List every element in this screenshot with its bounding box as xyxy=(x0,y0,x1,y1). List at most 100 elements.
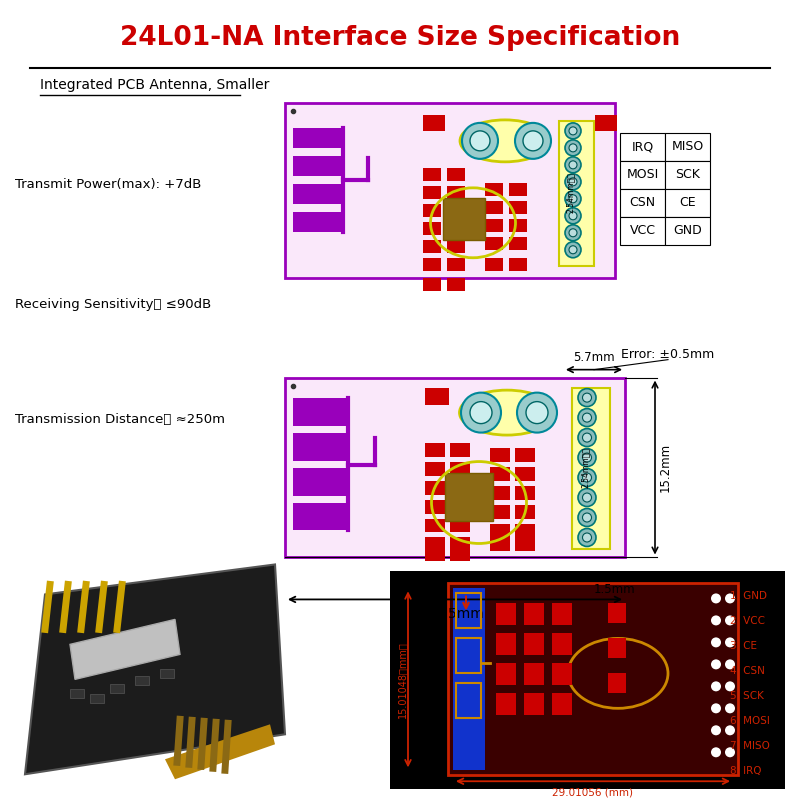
Bar xyxy=(490,486,510,499)
Bar xyxy=(485,183,503,196)
Bar xyxy=(425,538,445,551)
Circle shape xyxy=(565,140,581,156)
Bar xyxy=(509,218,527,232)
Circle shape xyxy=(582,433,591,442)
Bar xyxy=(293,398,348,426)
Bar xyxy=(425,481,445,494)
Bar xyxy=(293,212,343,232)
Text: 2.54mm间距: 2.54mm间距 xyxy=(566,172,574,214)
Circle shape xyxy=(515,123,551,159)
Text: MISO: MISO xyxy=(671,140,704,154)
Circle shape xyxy=(582,473,591,482)
Text: Transmission Distance： ≈250m: Transmission Distance： ≈250m xyxy=(15,413,225,426)
Circle shape xyxy=(725,659,735,670)
Circle shape xyxy=(711,682,721,691)
Bar xyxy=(450,462,470,475)
Bar xyxy=(552,663,572,686)
Text: CE: CE xyxy=(679,196,696,210)
Bar xyxy=(552,634,572,655)
Bar xyxy=(447,222,465,234)
Text: 8  IRQ: 8 IRQ xyxy=(730,766,762,776)
Circle shape xyxy=(569,246,577,254)
Circle shape xyxy=(582,413,591,422)
Bar xyxy=(620,133,665,161)
Bar xyxy=(509,258,527,270)
Bar xyxy=(425,388,449,405)
Bar xyxy=(572,388,610,550)
Bar xyxy=(453,589,485,770)
Bar xyxy=(490,447,510,462)
Text: 24L01-NA Interface Size Specification: 24L01-NA Interface Size Specification xyxy=(120,25,680,51)
Text: 15.01048（mm）: 15.01048（mm） xyxy=(397,641,407,718)
Bar xyxy=(665,189,710,217)
Bar xyxy=(423,186,441,199)
Bar xyxy=(425,442,445,457)
Circle shape xyxy=(569,178,577,186)
Bar xyxy=(447,278,465,290)
Bar xyxy=(575,388,599,405)
Circle shape xyxy=(711,638,721,647)
Bar xyxy=(110,684,124,694)
Circle shape xyxy=(462,123,498,159)
Bar xyxy=(552,694,572,715)
Circle shape xyxy=(569,144,577,152)
Bar xyxy=(490,523,510,538)
Bar xyxy=(450,547,470,562)
Circle shape xyxy=(470,402,492,423)
Bar xyxy=(552,603,572,626)
Bar xyxy=(425,499,445,514)
Text: GND: GND xyxy=(673,224,702,238)
Circle shape xyxy=(582,533,591,542)
Bar xyxy=(447,168,465,181)
Bar xyxy=(423,222,441,234)
Text: Integrated PCB Antenna, Smaller: Integrated PCB Antenna, Smaller xyxy=(40,78,270,92)
Bar xyxy=(496,634,516,655)
Bar xyxy=(524,694,544,715)
Bar xyxy=(90,694,104,703)
Bar xyxy=(456,683,481,718)
Bar xyxy=(450,518,470,533)
Bar xyxy=(450,442,470,457)
Text: Receiving Sensitivity： ≤90dB: Receiving Sensitivity： ≤90dB xyxy=(15,298,211,311)
Circle shape xyxy=(569,127,577,135)
Bar xyxy=(485,258,503,270)
Bar xyxy=(447,204,465,217)
Bar xyxy=(423,240,441,253)
Circle shape xyxy=(517,393,557,433)
Circle shape xyxy=(711,703,721,714)
Circle shape xyxy=(565,174,581,190)
Text: 1.5mm: 1.5mm xyxy=(593,583,635,597)
Bar xyxy=(620,161,665,189)
Circle shape xyxy=(578,509,596,526)
Circle shape xyxy=(711,594,721,603)
Bar xyxy=(515,523,535,538)
Bar xyxy=(509,201,527,214)
Text: CSN: CSN xyxy=(630,196,655,210)
Bar xyxy=(423,168,441,181)
Bar xyxy=(135,676,149,686)
Circle shape xyxy=(725,615,735,626)
Bar xyxy=(293,128,343,148)
Circle shape xyxy=(711,659,721,670)
Bar xyxy=(620,189,665,217)
Bar xyxy=(485,201,503,214)
Bar xyxy=(608,603,626,623)
Circle shape xyxy=(565,208,581,224)
Bar xyxy=(293,433,348,461)
Circle shape xyxy=(578,469,596,486)
Bar xyxy=(496,694,516,715)
Circle shape xyxy=(526,402,548,423)
Circle shape xyxy=(569,195,577,203)
Text: 6  MOSI: 6 MOSI xyxy=(730,716,770,726)
Bar xyxy=(496,663,516,686)
Text: 29.01056 (mm): 29.01056 (mm) xyxy=(553,787,634,798)
Bar xyxy=(490,466,510,481)
Circle shape xyxy=(582,393,591,402)
Bar xyxy=(285,378,625,558)
Circle shape xyxy=(582,513,591,522)
Text: 2  VCC: 2 VCC xyxy=(730,617,765,626)
Bar xyxy=(293,184,343,204)
Ellipse shape xyxy=(460,120,550,162)
Bar xyxy=(515,447,535,462)
Text: 15.2mm: 15.2mm xyxy=(659,443,672,492)
